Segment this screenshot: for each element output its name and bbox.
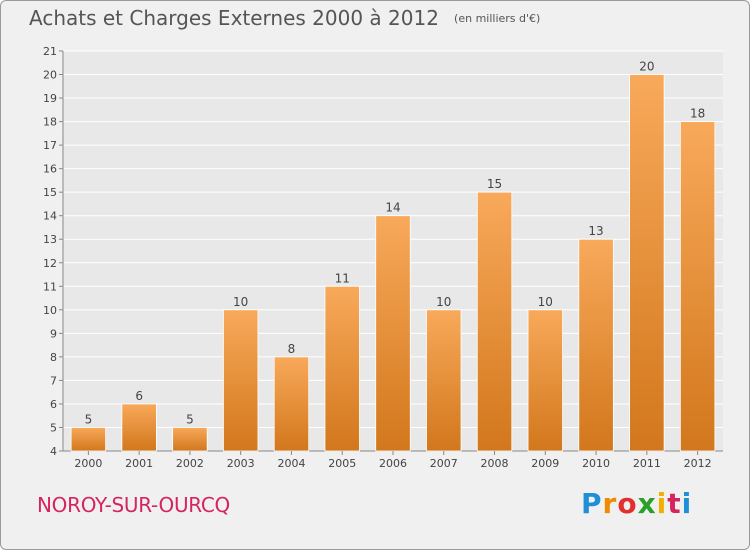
proxiti-logo-letter: i xyxy=(681,487,693,520)
x-tick-label: 2009 xyxy=(531,457,559,470)
y-tick-label: 14 xyxy=(43,210,57,223)
y-tick-label: 4 xyxy=(50,445,57,458)
y-tick-label: 10 xyxy=(43,304,57,317)
bar xyxy=(578,238,614,452)
y-tick-label: 18 xyxy=(43,116,57,129)
y-tick-label: 5 xyxy=(50,421,57,434)
y-tick-label: 8 xyxy=(50,351,57,364)
bar xyxy=(324,285,360,452)
bar xyxy=(629,74,665,452)
bar-value-label: 20 xyxy=(639,60,654,74)
proxiti-logo: Proxiti xyxy=(581,487,692,520)
bar-value-label: 10 xyxy=(233,295,248,309)
y-tick-label: 9 xyxy=(50,327,57,340)
x-tick-label: 2012 xyxy=(684,457,712,470)
chart-title: Achats et Charges Externes 2000 à 2012 xyxy=(29,6,439,30)
y-tick-label: 17 xyxy=(43,139,57,152)
proxiti-logo-letter: o xyxy=(617,487,638,520)
place-name: NOROY-SUR-OURCQ xyxy=(37,493,230,517)
bar xyxy=(70,427,107,452)
bar xyxy=(121,403,157,452)
y-tick-label: 16 xyxy=(43,163,57,176)
x-tick-label: 2003 xyxy=(227,457,255,470)
y-tick-label: 11 xyxy=(43,280,57,293)
proxiti-logo-letter: r xyxy=(602,487,618,520)
x-tick-label: 2008 xyxy=(481,457,509,470)
y-tick-label: 20 xyxy=(43,69,57,82)
bar xyxy=(679,121,716,452)
bar xyxy=(172,427,208,452)
y-tick-label: 15 xyxy=(43,186,57,199)
proxiti-logo-letter: t xyxy=(667,487,682,520)
bar-value-label: 6 xyxy=(135,389,143,403)
bar xyxy=(527,309,563,452)
bar-value-label: 13 xyxy=(588,224,603,238)
bar xyxy=(273,356,310,452)
x-tick-label: 2006 xyxy=(379,457,407,470)
bar-value-label: 8 xyxy=(288,342,296,356)
chart-unit: (en milliers d'€) xyxy=(454,12,541,25)
proxiti-logo-letter: i xyxy=(656,487,668,520)
x-tick-label: 2011 xyxy=(633,457,661,470)
bar-value-label: 10 xyxy=(436,295,451,309)
x-tick-label: 2004 xyxy=(277,457,305,470)
y-tick-label: 12 xyxy=(43,257,57,270)
bar-value-label: 5 xyxy=(186,412,194,426)
bar xyxy=(375,215,411,452)
y-tick-label: 13 xyxy=(43,233,57,246)
y-tick-label: 6 xyxy=(50,398,57,411)
proxiti-logo-letter: P xyxy=(581,487,603,520)
bar-value-label: 18 xyxy=(690,107,705,121)
bar-value-label: 14 xyxy=(385,201,400,215)
proxiti-logo-letter: x xyxy=(637,487,657,520)
bar xyxy=(426,309,462,452)
x-tick-label: 2001 xyxy=(125,457,153,470)
bar-value-label: 10 xyxy=(538,295,553,309)
x-tick-label: 2005 xyxy=(328,457,356,470)
bar xyxy=(476,191,513,452)
chart-header: Achats et Charges Externes 2000 à 2012 (… xyxy=(29,6,540,30)
x-tick-label: 2000 xyxy=(74,457,102,470)
bar-value-label: 11 xyxy=(335,271,350,285)
y-tick-label: 21 xyxy=(43,45,57,58)
bar-value-label: 5 xyxy=(85,412,93,426)
y-tick-label: 19 xyxy=(43,92,57,105)
x-tick-label: 2002 xyxy=(176,457,204,470)
y-tick-label: 7 xyxy=(50,374,57,387)
x-tick-label: 2010 xyxy=(582,457,610,470)
bar-value-label: 15 xyxy=(487,177,502,191)
bar xyxy=(223,309,259,452)
x-tick-label: 2007 xyxy=(430,457,458,470)
